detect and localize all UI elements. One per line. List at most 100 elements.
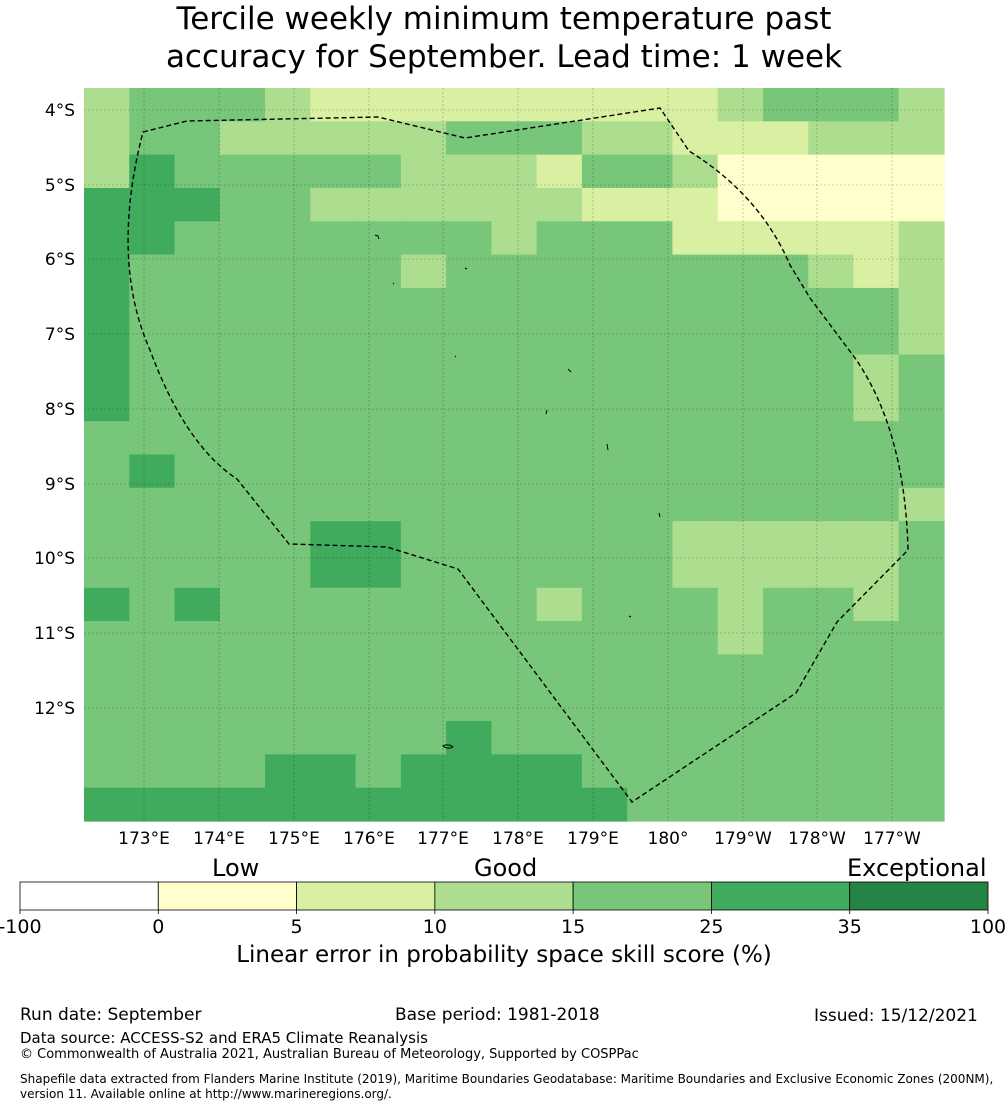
grid-cell [491, 554, 538, 589]
longitude-tick-label: 178°W [788, 829, 846, 849]
grid-cell [174, 321, 221, 356]
grid-cell [129, 754, 176, 789]
grid-cell [762, 287, 809, 322]
grid-cell [536, 654, 583, 689]
grid-cell [129, 454, 176, 489]
grid-cell [174, 787, 221, 822]
grid-cell [762, 621, 809, 656]
grid-cell [174, 754, 221, 789]
grid-cell [446, 321, 492, 356]
grid-cell [853, 387, 900, 422]
grid-cell [853, 654, 900, 689]
grid-cell [265, 487, 311, 522]
grid-cell [355, 587, 402, 622]
grid-cell [446, 121, 492, 156]
grid-cell [310, 154, 357, 189]
grid-cell [898, 221, 945, 256]
grid-cell [853, 321, 900, 356]
grid-cell [84, 721, 130, 755]
grid-cell [627, 687, 674, 722]
grid-cell [627, 354, 674, 389]
grid-cell [627, 221, 674, 256]
grid-cell [808, 521, 855, 556]
grid-cell [853, 221, 900, 256]
grid-cell [400, 187, 447, 222]
grid-cell [853, 454, 900, 489]
grid-cell [310, 121, 357, 156]
grid-cell [672, 321, 719, 356]
grid-cell [627, 421, 674, 456]
island [464, 267, 468, 270]
grid-cell [627, 487, 674, 522]
grid-cell [808, 721, 855, 755]
grid-cell [536, 454, 583, 489]
colorbar-boxes [19, 881, 989, 911]
grid-cell [536, 487, 583, 522]
grid-cell [491, 587, 538, 622]
grid-cell [84, 487, 130, 522]
grid-cell [491, 654, 538, 689]
grid-cell [581, 754, 628, 789]
grid-cell [355, 521, 402, 556]
grid-cell [898, 387, 945, 422]
grid-cell [174, 254, 221, 289]
grid-cell [717, 154, 764, 189]
grid-cell [898, 354, 945, 389]
grid-cell [762, 454, 809, 489]
grid-cell [84, 587, 130, 622]
grid-cell [219, 621, 266, 656]
grid-cell [129, 721, 176, 755]
grid-cell [491, 221, 538, 256]
grid-cell [672, 187, 719, 222]
grid-cell [400, 787, 447, 822]
grid-cell [84, 387, 130, 422]
grid-cell [717, 221, 764, 256]
grid-cell [627, 454, 674, 489]
grid-cell [717, 421, 764, 456]
grid-cell [627, 187, 674, 222]
grid-cell [627, 321, 674, 356]
grid-cell [672, 387, 719, 422]
grid-cell [265, 387, 311, 422]
grid-cell [84, 121, 130, 156]
grid-cell [717, 754, 764, 789]
grid-cell [491, 321, 538, 356]
grid-cell [446, 687, 492, 722]
grid-cell [491, 287, 538, 322]
grid-cell [219, 487, 266, 522]
grid-cell [84, 687, 130, 722]
grid-cell [84, 554, 130, 589]
grid-cell [672, 787, 719, 822]
grid-cell [672, 287, 719, 322]
grid-cell [265, 154, 311, 189]
grid-cell [174, 287, 221, 322]
grid-cell [491, 387, 538, 422]
title-line-1: Tercile weekly minimum temperature past [176, 1, 832, 37]
grid-cell [898, 654, 945, 689]
grid-cell [310, 187, 357, 222]
eez-boundary [127, 107, 909, 803]
grid-cell [717, 454, 764, 489]
grid-cell [400, 254, 447, 289]
grid-cell [898, 687, 945, 722]
grid-cell [491, 754, 538, 789]
grid-cell [717, 387, 764, 422]
grid-cell [717, 354, 764, 389]
grid-cell [219, 721, 266, 755]
grid-cell [853, 287, 900, 322]
grid-cell [400, 554, 447, 589]
grid-cell [762, 521, 809, 556]
grid-cell [265, 687, 311, 722]
grid-cell [84, 454, 130, 489]
grid-cell [808, 154, 855, 189]
grid-cell [129, 88, 176, 122]
grid-cell [265, 221, 311, 256]
grid-cell [762, 254, 809, 289]
grid-cell [536, 154, 583, 189]
grid-cell [355, 687, 402, 722]
grid-cell [310, 321, 357, 356]
grid-cell [627, 254, 674, 289]
grid-cell [717, 287, 764, 322]
grid-cell [491, 521, 538, 556]
grid-cell [84, 354, 130, 389]
